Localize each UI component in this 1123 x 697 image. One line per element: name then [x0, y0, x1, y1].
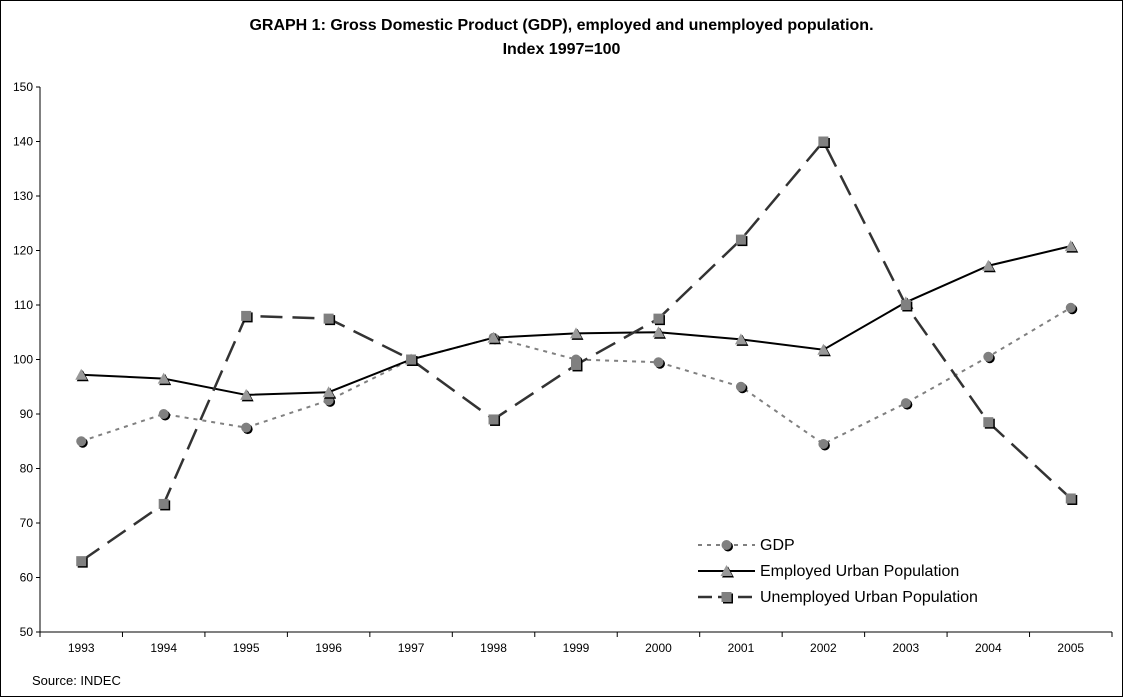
series-2-point — [157, 372, 170, 384]
legend-label-3: Unemployed Urban Population — [760, 589, 978, 606]
legend-marker-1 — [721, 540, 732, 550]
series-2-point — [240, 388, 253, 400]
y-tick-label: 80 — [20, 462, 34, 476]
series-2-point — [982, 259, 995, 271]
series-2-point — [1064, 240, 1077, 252]
series-2-point — [487, 331, 500, 343]
series-3-point — [1065, 493, 1076, 504]
series-3-point — [323, 313, 334, 324]
series-line-3 — [80, 139, 1072, 563]
series-1-point — [653, 357, 664, 368]
series-1-point — [158, 409, 169, 419]
series-3-point — [76, 556, 87, 567]
series-1-point — [900, 398, 911, 409]
series-2-point — [734, 333, 747, 345]
series-3-point — [900, 300, 911, 310]
y-tick-label: 120 — [13, 244, 33, 258]
series-3-point — [653, 313, 664, 324]
y-tick-label: 100 — [13, 353, 33, 367]
y-tick-label: 150 — [13, 80, 33, 94]
series-2-point — [75, 368, 88, 380]
x-tick-label: 2003 — [892, 641, 919, 655]
y-tick-label: 70 — [20, 516, 34, 530]
legend-marker-3 — [721, 592, 732, 602]
x-tick-label: 1998 — [480, 641, 507, 655]
series-3-point — [158, 498, 169, 509]
y-tick-label: 60 — [20, 571, 34, 585]
y-tick-label: 130 — [13, 189, 33, 203]
series-2-point — [570, 327, 582, 339]
series-3-point — [983, 417, 994, 428]
source-note: Source: INDEC — [32, 673, 121, 688]
series-3-point — [406, 354, 417, 365]
chart-title-line-2: Index 1997=100 — [502, 41, 621, 58]
x-tick-label: 1999 — [563, 641, 590, 655]
series-1-point — [241, 422, 252, 433]
series-3-point — [488, 414, 499, 425]
series-1-point — [818, 438, 829, 449]
series-line-2 — [81, 245, 1072, 396]
series-3-point — [818, 136, 829, 147]
series-3-point — [571, 359, 581, 370]
x-tick-label: 1993 — [68, 641, 95, 655]
x-tick-label: 1994 — [150, 641, 177, 655]
x-tick-label: 2001 — [728, 641, 755, 655]
x-tick-label: 2000 — [645, 641, 672, 655]
series-1-point — [76, 436, 87, 447]
y-tick-label: 140 — [13, 135, 33, 149]
x-tick-label: 1995 — [233, 641, 260, 655]
chart-title-line-1: GRAPH 1: Gross Domestic Product (GDP), e… — [249, 17, 874, 34]
x-tick-label: 2002 — [810, 641, 837, 655]
series-3-point — [241, 310, 252, 321]
series-1-point — [983, 351, 994, 362]
y-tick-label: 50 — [20, 625, 34, 639]
series-2-point — [652, 326, 665, 338]
y-tick-label: 110 — [14, 298, 33, 312]
x-tick-label: 1997 — [398, 641, 425, 655]
x-tick-label: 2004 — [975, 641, 1002, 655]
series-1-point — [735, 381, 746, 392]
series-2-point — [817, 343, 830, 355]
chart-title: GRAPH 1: Gross Domestic Product (GDP), e… — [0, 14, 1123, 62]
legend-label-2: Employed Urban Population — [760, 563, 959, 580]
series-3-point — [735, 234, 746, 245]
legend-marker-2 — [720, 565, 733, 576]
x-tick-label: 2005 — [1057, 641, 1084, 655]
y-tick-label: 90 — [20, 407, 34, 421]
series-1-point — [1065, 302, 1076, 313]
legend-label-1: GDP — [760, 537, 795, 554]
x-tick-label: 1996 — [315, 641, 342, 655]
series-2-point — [322, 386, 335, 398]
